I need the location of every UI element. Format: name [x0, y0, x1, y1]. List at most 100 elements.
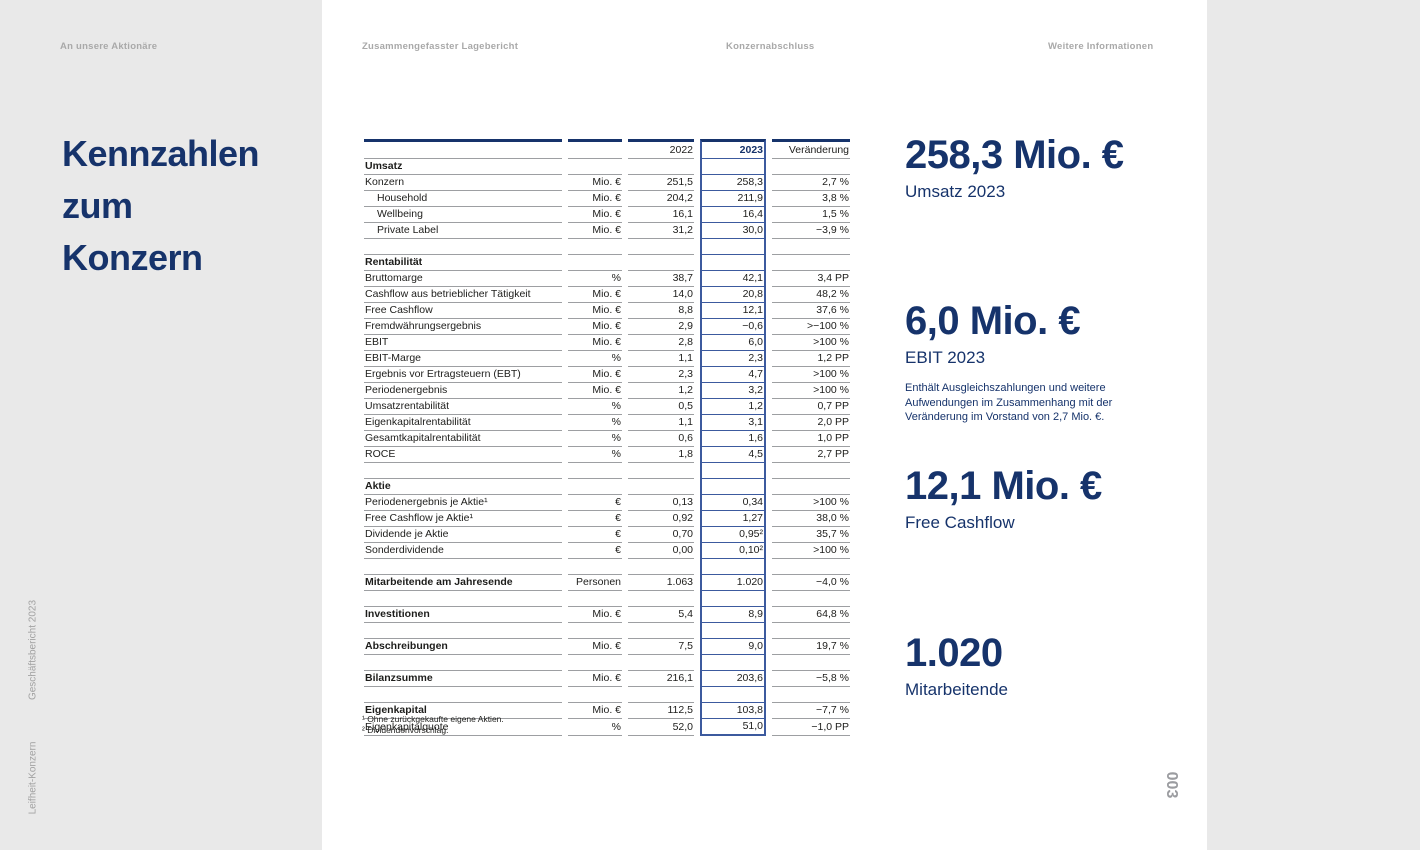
running-head-lagebericht: Zusammengefasster Lagebericht	[362, 41, 519, 52]
cell-change	[772, 463, 850, 479]
stat-free-cashflow-label: Free Cashflow	[905, 513, 1015, 532]
cell-label: Eigenkapitalrentabilität	[364, 415, 562, 431]
cell-unit: Personen	[568, 575, 622, 591]
cell-unit: Mio. €	[568, 335, 622, 351]
cell-unit: %	[568, 351, 622, 367]
cell-change: >−100 %	[772, 319, 850, 335]
header-unit	[568, 139, 622, 159]
cell-label: Aktie	[364, 479, 562, 495]
cell-2023: 16,4	[700, 207, 766, 223]
cell-label	[364, 687, 562, 703]
stat-mitarbeitende-value: 1.020	[905, 631, 1003, 675]
cell-unit	[568, 255, 622, 271]
cell-unit: Mio. €	[568, 287, 622, 303]
cell-2023	[700, 623, 766, 639]
cell-2023: 0,10²	[700, 543, 766, 559]
cell-change: 2,0 PP	[772, 415, 850, 431]
cell-unit	[568, 623, 622, 639]
table-row: Bilanzsumme Mio. € 216,1 203,6 −5,8 %	[364, 671, 850, 687]
cell-change	[772, 239, 850, 255]
cell-unit: Mio. €	[568, 303, 622, 319]
cell-2023	[700, 559, 766, 575]
cell-2022: 0,70	[628, 527, 694, 543]
cell-2023: 258,3	[700, 175, 766, 191]
cell-unit	[568, 479, 622, 495]
cell-change: 2,7 %	[772, 175, 850, 191]
cell-unit: Mio. €	[568, 671, 622, 687]
cell-2022: 112,5	[628, 703, 694, 719]
cell-change: >100 %	[772, 495, 850, 511]
cell-2022	[628, 623, 694, 639]
cell-label: Eigenkapitalquote	[364, 719, 562, 736]
cell-2023: 2,3	[700, 351, 766, 367]
page-title: Kennzahlen zum Konzern	[62, 133, 260, 278]
cell-unit	[568, 687, 622, 703]
cell-2023: 1,27	[700, 511, 766, 527]
cell-change: >100 %	[772, 383, 850, 399]
stat-ebit-note: Enthält Ausgleichszahlungen und weitere …	[905, 382, 1113, 423]
cell-2022	[628, 255, 694, 271]
cell-unit: %	[568, 719, 622, 736]
cell-label: Cashflow aus betrieblicher Tätigkeit	[364, 287, 562, 303]
cell-unit	[568, 463, 622, 479]
cell-2022: 0,00	[628, 543, 694, 559]
cell-2022	[628, 559, 694, 575]
cell-2023: 30,0	[700, 223, 766, 239]
running-head-aktionaere: An unsere Aktionäre	[60, 41, 158, 52]
table-row	[364, 463, 850, 479]
cell-change	[772, 687, 850, 703]
running-head-konzernabschluss: Konzernabschluss	[726, 41, 815, 52]
cell-2022: 2,9	[628, 319, 694, 335]
page-number: 003	[1163, 771, 1180, 799]
cell-unit: Mio. €	[568, 191, 622, 207]
cell-change	[772, 479, 850, 495]
cell-label	[364, 559, 562, 575]
cell-label: Umsatz	[364, 159, 562, 175]
cell-2022: 251,5	[628, 175, 694, 191]
cell-change: 3,4 PP	[772, 271, 850, 287]
stat-umsatz-label: Umsatz 2023	[905, 182, 1006, 201]
cell-label	[364, 623, 562, 639]
cell-label: EBIT-Marge	[364, 351, 562, 367]
header-label	[364, 139, 562, 159]
cell-2023: 8,9	[700, 607, 766, 623]
cell-2022: 1,2	[628, 383, 694, 399]
cell-2023: 42,1	[700, 271, 766, 287]
cell-label: Ergebnis vor Ertragsteuern (EBT)	[364, 367, 562, 383]
cell-unit: Mio. €	[568, 607, 622, 623]
cell-label: Bilanzsumme	[364, 671, 562, 687]
cell-2022: 1,8	[628, 447, 694, 463]
cell-2022: 7,5	[628, 639, 694, 655]
cell-unit: €	[568, 495, 622, 511]
cell-2022	[628, 159, 694, 175]
cell-label	[364, 591, 562, 607]
cell-unit	[568, 239, 622, 255]
cell-change: 19,7 %	[772, 639, 850, 655]
cell-change: 35,7 %	[772, 527, 850, 543]
table-row: Investitionen Mio. € 5,4 8,9 64,8 %	[364, 607, 850, 623]
table-body: Umsatz Konzern Mio. €251,5 258,3 2,7 % Househ…	[364, 159, 850, 736]
footnotes: ¹ Ohne zurückgekaufte eigene Aktien. ² D…	[362, 714, 504, 736]
cell-change: −4,0 %	[772, 575, 850, 591]
side-caption-company: Leifheit-Konzern	[27, 741, 39, 815]
cell-label: EBIT	[364, 335, 562, 351]
running-head-weitere-informationen: Weitere Informationen	[1048, 41, 1154, 52]
cell-change	[772, 255, 850, 271]
table-row	[364, 239, 850, 255]
cell-2023	[700, 255, 766, 271]
cell-2022: 0,92	[628, 511, 694, 527]
cell-change	[772, 159, 850, 175]
cell-2022: 1.063	[628, 575, 694, 591]
cell-unit	[568, 559, 622, 575]
cell-change: 0,7 PP	[772, 399, 850, 415]
cell-change: 1,2 PP	[772, 351, 850, 367]
table-row: Fremdwährungsergebnis Mio. € 2,9 −0,6 >−100 …	[364, 319, 850, 335]
stat-mitarbeitende: 1.020 Mitarbeitende	[905, 632, 1185, 713]
cell-change: −5,8 %	[772, 671, 850, 687]
stat-ebit: 6,0 Mio. € EBIT 2023 Enthält Ausgleichsz…	[905, 300, 1185, 425]
cell-label	[364, 239, 562, 255]
cell-unit: %	[568, 431, 622, 447]
cell-2023: −0,6	[700, 319, 766, 335]
table-row: Ergebnis vor Ertragsteuern (EBT) Mio. € 2,…	[364, 367, 850, 383]
table-row: Periodenergebnis Mio. € 1,2 3,2 >100 %	[364, 383, 850, 399]
